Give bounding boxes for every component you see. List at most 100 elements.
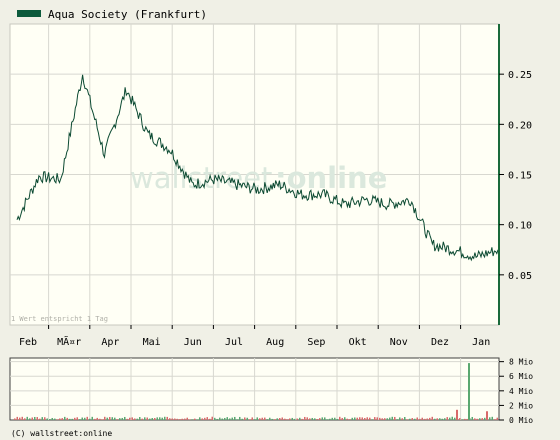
price-y-axis: 0.05 0.10 0.15 0.20 0.25 bbox=[498, 24, 532, 325]
volume-bar bbox=[229, 418, 231, 420]
volume-bar bbox=[436, 418, 438, 420]
volume-bar bbox=[211, 416, 213, 420]
volume-bar bbox=[366, 417, 368, 420]
volume-bar bbox=[426, 418, 428, 420]
volume-bar bbox=[254, 419, 256, 420]
volume-bar bbox=[444, 418, 446, 420]
volume-bar bbox=[384, 418, 386, 420]
volume-bar bbox=[231, 417, 233, 420]
x-tick-label: Nov bbox=[390, 337, 408, 348]
volume-bar bbox=[314, 418, 316, 420]
volume-bar bbox=[429, 417, 431, 420]
volume-bar bbox=[246, 417, 248, 420]
volume-bar bbox=[349, 419, 351, 420]
volume-bar bbox=[59, 418, 61, 420]
volume-bar bbox=[16, 416, 18, 420]
volume-bar bbox=[334, 417, 336, 420]
volume-bar bbox=[379, 417, 381, 420]
volume-bar bbox=[81, 417, 83, 420]
volume-bar bbox=[156, 417, 158, 420]
volume-bar bbox=[279, 418, 281, 420]
volume-bar bbox=[421, 417, 423, 420]
x-tick-label: Apr bbox=[101, 337, 119, 348]
volume-bar bbox=[171, 418, 173, 420]
volume-bar bbox=[34, 416, 36, 420]
volume-bar bbox=[376, 417, 378, 420]
volume-bar bbox=[274, 419, 276, 420]
volume-bar bbox=[61, 418, 63, 420]
volume-bar bbox=[49, 419, 51, 420]
volume-bar bbox=[196, 419, 198, 420]
volume-bar bbox=[21, 416, 23, 420]
copyright: (C) wallstreet:online bbox=[11, 429, 112, 438]
volume-bar bbox=[244, 417, 246, 420]
volume-bar bbox=[204, 417, 206, 420]
volume-bar bbox=[309, 418, 311, 420]
price-line-series bbox=[16, 74, 499, 262]
volume-bar bbox=[346, 418, 348, 420]
volume-bar bbox=[414, 418, 416, 420]
y-tick-label: 0.15 bbox=[508, 171, 532, 182]
x-tick-label: Sep bbox=[307, 337, 325, 348]
volume-bar bbox=[331, 417, 333, 420]
volume-bar bbox=[286, 419, 288, 420]
volume-bar bbox=[221, 418, 223, 420]
y-tick-label: 0.20 bbox=[508, 120, 532, 131]
volume-bar bbox=[409, 418, 411, 420]
volume-bar bbox=[234, 416, 236, 420]
volume-bar bbox=[271, 418, 273, 420]
volume-bar bbox=[31, 417, 33, 420]
volume-bar bbox=[41, 417, 43, 420]
volume-bar bbox=[439, 418, 441, 420]
volume-bar bbox=[131, 417, 133, 420]
volume-bar bbox=[51, 417, 53, 420]
volume-bar bbox=[74, 417, 76, 420]
volume-bar bbox=[206, 417, 208, 420]
x-tick-label: MÃ¤r bbox=[57, 335, 81, 348]
x-tick-label: Jan bbox=[472, 337, 490, 348]
volume-bar bbox=[166, 416, 168, 420]
volume-bar bbox=[169, 418, 171, 420]
volume-bar bbox=[109, 417, 111, 420]
volume-bar bbox=[251, 417, 253, 420]
volume-tick-label: 8 Mio bbox=[509, 358, 533, 367]
volume-bar bbox=[69, 418, 71, 420]
volume-bar bbox=[24, 418, 26, 420]
volume-bar bbox=[416, 417, 418, 420]
volume-bar bbox=[191, 419, 193, 420]
volume-bar bbox=[121, 417, 123, 420]
volume-grid bbox=[10, 358, 499, 420]
volume-bar bbox=[54, 418, 56, 420]
volume-bar bbox=[319, 418, 321, 420]
volume-bar bbox=[361, 417, 363, 420]
volume-bar bbox=[101, 419, 103, 420]
volume-bar bbox=[466, 418, 468, 420]
volume-bar bbox=[111, 417, 113, 420]
volume-bar bbox=[249, 419, 251, 420]
volume-bar bbox=[136, 418, 138, 420]
volume-bar bbox=[199, 417, 201, 420]
volume-bar bbox=[474, 418, 476, 420]
volume-bar bbox=[186, 417, 188, 420]
volume-bar bbox=[406, 419, 408, 420]
volume-bar bbox=[86, 416, 88, 420]
legend-label: Aqua Society (Frankfurt) bbox=[48, 8, 207, 21]
x-tick-label: Feb bbox=[19, 337, 37, 348]
month-x-axis: Feb MÃ¤r Apr Mai Jun Jul Aug Sep Okt Nov Dez Jan bbox=[19, 325, 490, 348]
volume-bar bbox=[454, 417, 456, 420]
volume-bar bbox=[459, 418, 461, 420]
volume-bar bbox=[311, 417, 313, 420]
volume-bar bbox=[336, 418, 338, 420]
volume-spike bbox=[486, 411, 488, 420]
volume-bar bbox=[299, 417, 301, 420]
volume-bar bbox=[489, 417, 491, 420]
volume-bar bbox=[76, 417, 78, 420]
x-tick-label: Jun bbox=[184, 337, 202, 348]
volume-bar bbox=[141, 418, 143, 420]
volume-bar bbox=[71, 418, 73, 420]
volume-bar bbox=[99, 418, 101, 420]
volume-bar bbox=[241, 418, 243, 420]
volume-bar bbox=[84, 417, 86, 420]
volume-bar bbox=[356, 417, 358, 420]
volume-bar bbox=[321, 417, 323, 420]
